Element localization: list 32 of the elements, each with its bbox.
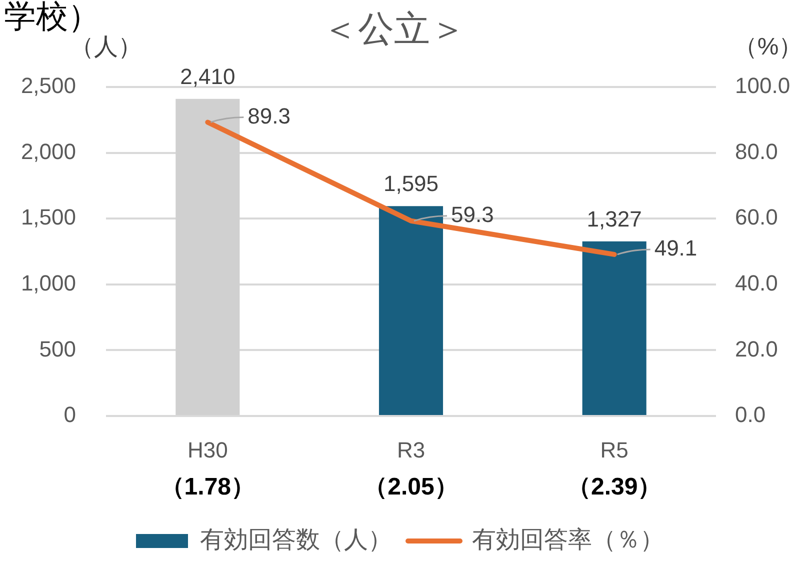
legend-label: 有効回答数（人） xyxy=(200,526,392,554)
y-tick-label: 2,000 xyxy=(20,138,76,164)
y-tick-label: 2,500 xyxy=(20,73,76,98)
y-tick-label: 500 xyxy=(39,336,76,362)
y2-tick-label: 60.0 xyxy=(735,204,778,230)
y-axis-title: （人） xyxy=(70,34,142,61)
text: （2.05） xyxy=(364,474,458,501)
data-label: 1,595 xyxy=(383,171,439,196)
text: （2.39） xyxy=(566,474,662,501)
y-tick-label: 0 xyxy=(64,402,76,428)
text: （1.78） xyxy=(160,474,256,501)
x-tick-label: R3 xyxy=(396,437,426,462)
y-tick-label: 1,000 xyxy=(20,270,76,296)
y2-tick-label: 0.0 xyxy=(735,402,766,428)
y-tick-label: 1,500 xyxy=(20,204,76,230)
data-label: 49.1 xyxy=(654,236,698,261)
y2-tick-label: 20.0 xyxy=(735,336,778,362)
data-label: 1,327 xyxy=(586,206,642,232)
data-label: 89.3 xyxy=(248,103,290,128)
x-tick-label: R5 xyxy=(600,437,628,462)
legend-label: 有効回答率（％） xyxy=(472,526,664,554)
x-tick-label: H30 xyxy=(187,437,228,462)
bar xyxy=(582,241,646,415)
data-label: 59.3 xyxy=(451,202,494,227)
data-label: 2,410 xyxy=(180,64,236,89)
y2-tick-label: 40.0 xyxy=(735,270,778,296)
y2-axis-title: （%） xyxy=(733,34,800,61)
bar xyxy=(378,206,444,415)
text: 学校） xyxy=(4,0,100,34)
y2-tick-label: 80.0 xyxy=(735,138,778,164)
chart-title: ＜公立＞ xyxy=(322,8,466,49)
y2-tick-label: 100.0 xyxy=(735,73,790,98)
